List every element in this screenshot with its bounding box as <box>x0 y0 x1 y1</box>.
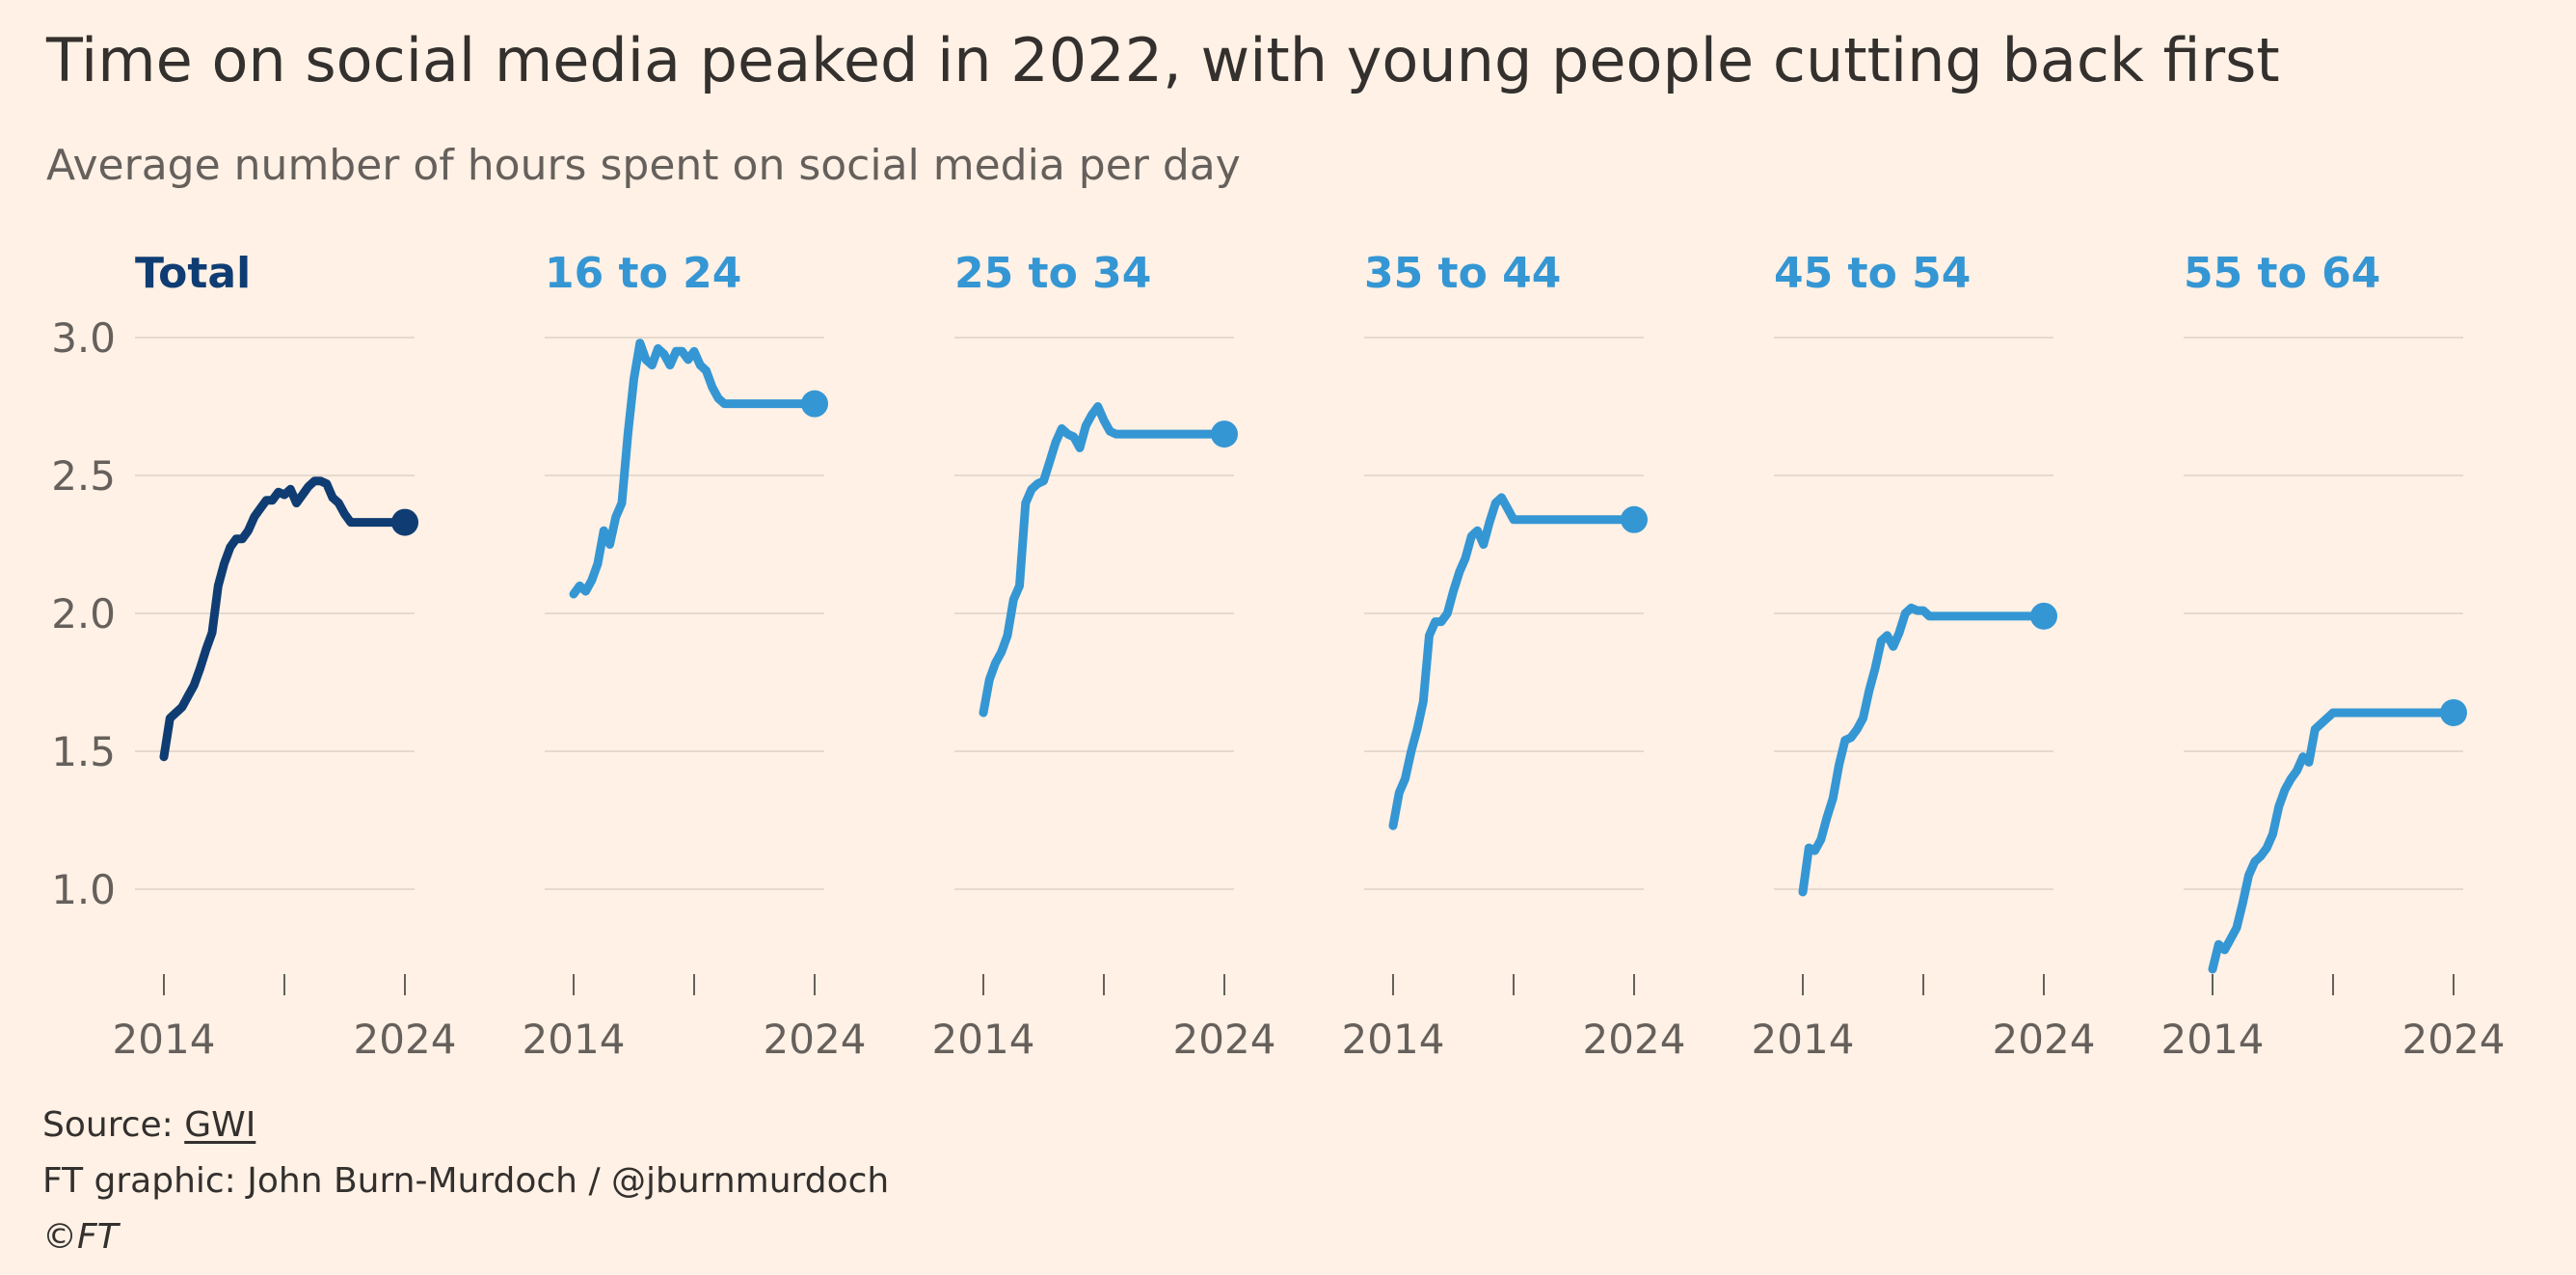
x-tick-label: 2024 <box>1583 1016 1686 1063</box>
source-link[interactable]: GWI <box>184 1105 256 1145</box>
x-tick-label: 2014 <box>1342 1016 1445 1063</box>
y-tick-label: 2.0 <box>51 590 116 638</box>
y-tick-label: 1.5 <box>51 728 116 775</box>
end-marker <box>391 508 418 536</box>
series-line <box>1798 603 2043 897</box>
chart-subtitle: Average number of hours spent on social … <box>46 141 1241 190</box>
y-tick-label: 3.0 <box>51 314 116 362</box>
chart-title: Time on social media peaked in 2022, wit… <box>46 25 2280 95</box>
series-line <box>569 339 814 599</box>
x-tick-label: 2024 <box>1993 1016 2096 1063</box>
end-marker <box>1211 420 1238 448</box>
small-multiples-chart: 1.0 1.5 2.0 2.5 3.0 Total 2014 2024 16 to 24 2014… <box>51 249 2506 1063</box>
x-tick-label: 2024 <box>2402 1016 2506 1063</box>
x-tick-label: 2024 <box>764 1016 867 1063</box>
end-marker <box>801 390 828 418</box>
graphic-credit: FT graphic: John Burn-Murdoch / @jburnmu… <box>42 1161 890 1201</box>
x-tick-label: 2024 <box>354 1016 457 1063</box>
series-line <box>979 402 1223 718</box>
series-line <box>1388 493 1633 830</box>
end-marker <box>2030 602 2057 630</box>
panel-label: 55 to 64 <box>2184 249 2380 298</box>
series-line <box>2208 708 2453 974</box>
x-tick-label: 2014 <box>1752 1016 1855 1063</box>
panel-label: 35 to 44 <box>1364 249 1561 298</box>
y-tick-label: 2.5 <box>51 452 116 500</box>
series-line <box>159 476 404 762</box>
panel-label: 16 to 24 <box>545 249 741 298</box>
panel-label: 45 to 54 <box>1774 249 1971 298</box>
end-marker <box>2440 698 2467 726</box>
x-tick-label: 2014 <box>2161 1016 2265 1063</box>
end-marker <box>1621 505 1648 533</box>
x-tick-label: 2014 <box>113 1016 216 1063</box>
source-note: Source: GWI <box>42 1105 255 1145</box>
panel-label: Total <box>135 249 251 298</box>
x-tick-label: 2014 <box>523 1016 626 1063</box>
y-tick-label: 1.0 <box>51 866 116 913</box>
source-prefix: Source: <box>42 1105 185 1145</box>
x-tick-label: 2014 <box>932 1016 1035 1063</box>
x-tick-label: 2024 <box>1173 1016 1276 1063</box>
panel-label: 25 to 34 <box>954 249 1151 298</box>
copyright: ©FT <box>42 1217 119 1257</box>
